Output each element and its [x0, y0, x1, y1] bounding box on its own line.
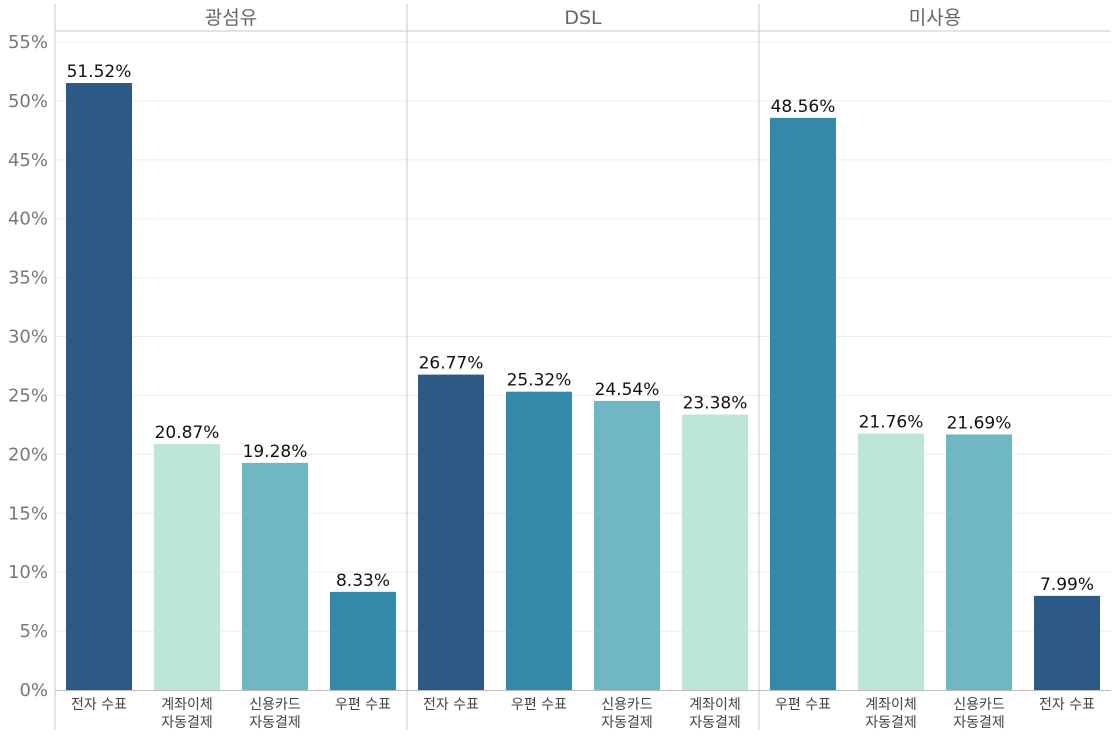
- y-tick-label: 55%: [8, 32, 48, 53]
- category-label: 전자 수표: [1039, 697, 1095, 713]
- category-label: 전자 수표: [71, 697, 127, 713]
- bars: [66, 83, 1100, 691]
- data-label: 7.99%: [1040, 575, 1094, 595]
- y-tick-label: 50%: [8, 91, 48, 112]
- data-label: 51.52%: [67, 62, 132, 82]
- y-tick-label: 35%: [8, 268, 48, 289]
- category-label: 우편 수표: [775, 697, 831, 713]
- data-label: 20.87%: [155, 423, 220, 443]
- bar: [682, 414, 748, 690]
- bar: [770, 117, 836, 691]
- category-label: 계좌이체 자동결제: [689, 697, 741, 731]
- data-label: 19.28%: [243, 442, 308, 462]
- bar: [946, 434, 1012, 690]
- y-axis: 0% 5% 10% 15% 20% 25% 30% 35% 40% 45% 50% 55%: [8, 32, 48, 701]
- category-label: 신용카드 자동결제: [249, 697, 301, 731]
- y-tick-label: 10%: [8, 562, 48, 583]
- bar: [418, 374, 484, 690]
- bar: [594, 400, 660, 690]
- y-tick-label: 0%: [19, 680, 48, 701]
- gridlines: [55, 41, 1111, 632]
- data-label: 8.33%: [336, 571, 390, 591]
- bar: [506, 391, 572, 690]
- panel-frames: [54, 4, 1111, 730]
- y-tick-label: 5%: [19, 621, 48, 642]
- category-labels: 전자 수표 계좌이체 자동결제 신용카드 자동결제 우편 수표 전자 수표 우편 수표 신용카드…: [71, 697, 1095, 731]
- panel-title: DSL: [564, 7, 602, 29]
- bar: [330, 591, 396, 690]
- panel-title: 미사용: [909, 7, 961, 29]
- y-tick-label: 15%: [8, 503, 48, 524]
- data-label: 25.32%: [507, 371, 572, 391]
- y-tick-label: 25%: [8, 385, 48, 406]
- data-label: 24.54%: [595, 380, 660, 400]
- data-label: 26.77%: [419, 354, 484, 374]
- y-tick-label: 40%: [8, 209, 48, 230]
- y-tick-label: 30%: [8, 327, 48, 348]
- data-labels: 51.52% 20.87% 19.28% 8.33% 26.77% 25.32% 24.54…: [67, 62, 1094, 595]
- bar: [1034, 595, 1100, 690]
- category-label: 신용카드 자동결제: [953, 697, 1005, 731]
- category-label: 신용카드 자동결제: [601, 697, 653, 731]
- y-tick-label: 20%: [8, 444, 48, 465]
- data-label: 23.38%: [683, 394, 748, 414]
- bar: [154, 444, 220, 690]
- panel-title: 광섬유: [205, 7, 257, 29]
- bar: [858, 433, 924, 690]
- panel-titles: 광섬유 DSL 미사용: [205, 7, 961, 29]
- category-label: 계좌이체 자동결제: [161, 697, 213, 731]
- bar: [66, 83, 132, 690]
- bar: [242, 462, 308, 690]
- category-label: 전자 수표: [423, 697, 479, 713]
- y-tick-label: 45%: [8, 150, 48, 171]
- data-label: 21.69%: [947, 413, 1012, 433]
- data-label: 21.76%: [859, 413, 924, 433]
- category-label: 우편 수표: [511, 697, 567, 713]
- data-label: 48.56%: [771, 97, 836, 117]
- category-label: 우편 수표: [335, 697, 391, 713]
- category-label: 계좌이체 자동결제: [865, 697, 917, 731]
